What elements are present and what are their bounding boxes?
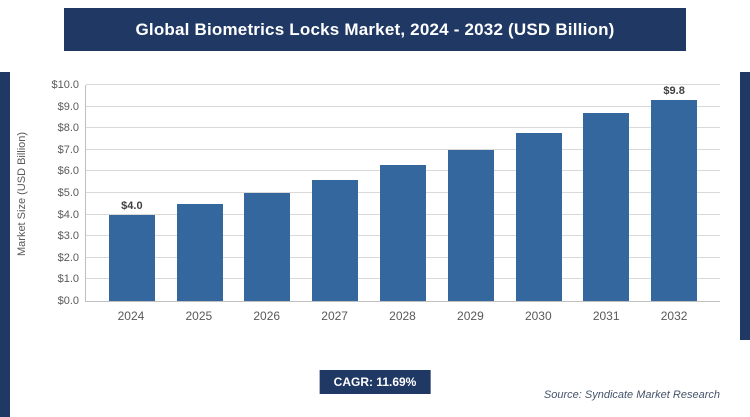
bar-slot: $9.8: [640, 85, 708, 301]
bar-2025: [176, 203, 223, 301]
bar-value-label: $4.0: [121, 199, 143, 212]
bar-2030: [515, 132, 562, 301]
right-accent-strip: [740, 72, 750, 340]
x-tick-label: 2028: [389, 309, 416, 323]
y-tick-label: $7.0: [57, 143, 79, 156]
y-tick-label: $0.0: [57, 295, 79, 307]
bar-slot: [234, 85, 302, 301]
bar-2028: [379, 164, 427, 301]
bar-slot: [505, 85, 573, 301]
bar-slot: [572, 85, 640, 301]
bar-chart-plot-area: $0.0 $1.0 $2.0 $3.0 $4.0 $5.0 $6.0 $7.0 $8.0 $9.0…: [51, 79, 720, 307]
bar-2027: [312, 180, 359, 301]
cagr-badge: CAGR: 11.69%: [319, 370, 431, 394]
y-tick-label: $1.0: [57, 273, 79, 286]
y-tick-label: $2.0: [57, 251, 79, 264]
x-tick-label: 2032: [660, 309, 688, 323]
y-tick-label: $5.0: [57, 187, 79, 199]
x-tick-label: 2024: [117, 309, 145, 323]
y-tick-label: $3.0: [57, 230, 79, 243]
y-tick-label: $10.0: [51, 79, 79, 91]
bar-2029: [447, 149, 494, 301]
x-tick-label: 2031: [592, 309, 620, 323]
x-tick-label: 2027: [321, 309, 348, 323]
bar-slot: [301, 85, 369, 301]
bar-2032: [651, 100, 698, 301]
bar-2031: [583, 113, 630, 301]
chart-title-banner: Global Biometrics Locks Market, 2024 - 2…: [64, 8, 686, 51]
bar-2026: [244, 193, 291, 301]
y-tick-label: $4.0: [57, 208, 79, 221]
source-text: Source: Syndicate Market Research: [543, 389, 720, 401]
gridline: [86, 105, 720, 107]
x-tick-label: 2029: [457, 309, 484, 323]
x-tick-label: 2030: [524, 309, 552, 323]
x-axis-tick-labels: 2024 2025 2026 2027 2028 2029 2030 2031 2032: [85, 309, 720, 323]
bar-value-label: $9.8: [663, 85, 685, 97]
gridline: [86, 148, 720, 150]
bar-2024: [108, 214, 155, 301]
x-tick-label: 2025: [185, 309, 213, 323]
y-tick-label: $6.0: [57, 165, 79, 178]
chart-title: Global Biometrics Locks Market, 2024 - 2…: [135, 19, 615, 39]
y-tick-label: $9.0: [57, 100, 79, 113]
gridline: [86, 127, 720, 129]
left-accent-strip: [0, 72, 10, 417]
bar-slot: [166, 85, 234, 301]
gridline: [86, 84, 720, 85]
y-tick-label: $8.0: [57, 122, 79, 135]
bar-slot: $4.0: [98, 85, 166, 301]
x-tick-label: 2026: [253, 309, 281, 323]
bars-container: $4.0 $9.8: [86, 85, 720, 301]
bar-slot: [437, 85, 505, 301]
bar-slot: [369, 85, 437, 301]
y-axis-label: Market Size (USD Billion): [16, 131, 28, 256]
